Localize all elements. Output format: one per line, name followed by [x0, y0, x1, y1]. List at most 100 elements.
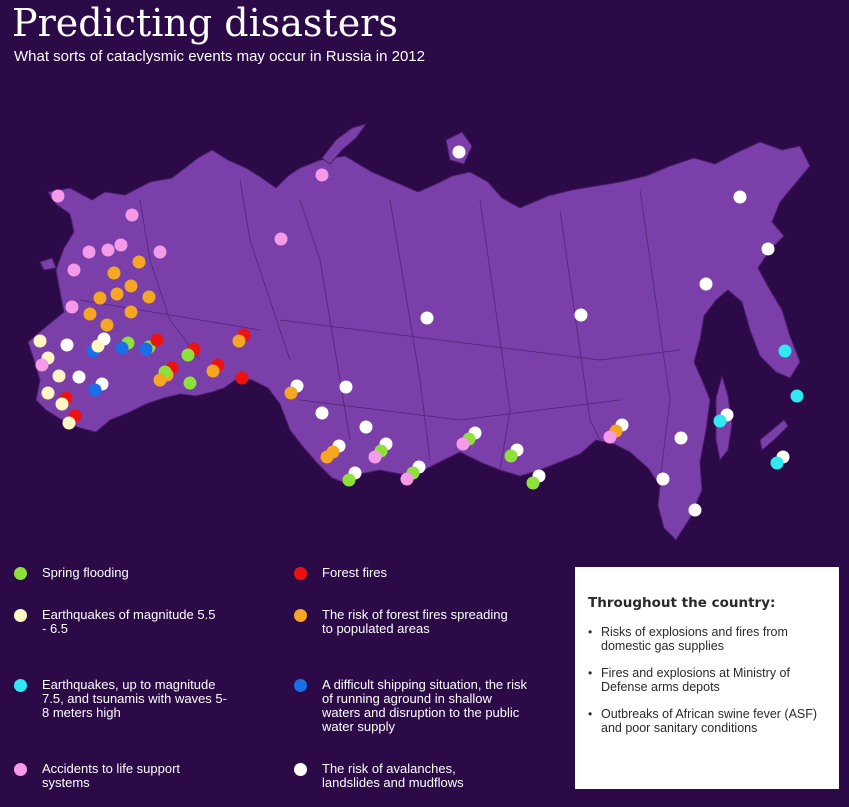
page-title: Predicting disasters	[12, 1, 398, 45]
legend-label: Accidents to life support systems	[42, 761, 181, 790]
kuril-islands	[759, 419, 789, 451]
marker-forest-fires-populated	[100, 318, 114, 332]
marker-earthquakes-tsunami	[770, 456, 784, 470]
throughout-title: Throughout the country:	[588, 595, 776, 611]
page-subtitle: What sorts of cataclysmic events may occ…	[14, 48, 425, 65]
marker-forest-fires-populated	[320, 450, 334, 464]
russia-landmass	[27, 141, 811, 541]
marker-earthquakes-tsunami	[713, 414, 727, 428]
marker-earthquakes-moderate	[41, 386, 55, 400]
legend-label: Earthquakes of magnitude 5.5 - 6.5	[42, 607, 216, 636]
legend-label: The risk of avalanches, landslides and m…	[322, 761, 464, 790]
marker-life-support	[67, 263, 81, 277]
marker-life-support	[82, 245, 96, 259]
novaya-zemlya	[321, 123, 368, 165]
marker-life-support	[368, 450, 382, 464]
marker-earthquakes-moderate	[62, 416, 76, 430]
marker-avalanches	[315, 406, 329, 420]
marker-avalanches	[699, 277, 713, 291]
legend-label: Earthquakes, up to magnitude 7.5, and ts…	[42, 677, 227, 720]
marker-life-support	[274, 232, 288, 246]
marker-forest-fires-populated	[206, 364, 220, 378]
marker-avalanches	[359, 420, 373, 434]
marker-life-support	[400, 472, 414, 486]
marker-earthquakes-moderate	[91, 339, 105, 353]
marker-forest-fires	[235, 371, 249, 385]
legend-label: A difficult shipping situation, the risk…	[322, 677, 527, 734]
marker-spring-flooding	[504, 449, 518, 463]
kaliningrad	[39, 257, 57, 271]
marker-avalanches	[761, 242, 775, 256]
marker-forest-fires-populated	[93, 291, 107, 305]
legend-dot-spring-flooding	[14, 567, 27, 580]
marker-spring-flooding	[342, 473, 356, 487]
throughout-item-text: Outbreaks of African swine fever (ASF) a…	[601, 707, 818, 735]
marker-forest-fires-populated	[132, 255, 146, 269]
marker-forest-fires-populated	[232, 334, 246, 348]
marker-forest-fires-populated	[284, 386, 298, 400]
marker-life-support	[51, 189, 65, 203]
marker-earthquakes-tsunami	[790, 389, 804, 403]
marker-life-support	[315, 168, 329, 182]
throughout-list: • Risks of explosions and fires from dome…	[588, 625, 827, 735]
marker-life-support	[35, 358, 49, 372]
legend-label: Forest fires	[322, 565, 388, 580]
throughout-item-text: Risks of explosions and fires from domes…	[601, 625, 788, 653]
bullet-icon: •	[588, 625, 593, 639]
marker-avalanches	[674, 431, 688, 445]
throughout-country-panel: Throughout the country: • Risks of explos…	[575, 567, 839, 789]
marker-avalanches	[420, 311, 434, 325]
legend-dot-earthquakes-moderate	[14, 609, 27, 622]
legend-dot-shipping	[294, 679, 307, 692]
hazard-markers	[33, 145, 804, 517]
marker-avalanches	[574, 308, 588, 322]
marker-earthquakes-tsunami	[778, 344, 792, 358]
marker-life-support	[153, 245, 167, 259]
throughout-item: • Fires and explosions at Ministry of Def…	[588, 666, 827, 694]
marker-avalanches	[733, 190, 747, 204]
marker-avalanches	[452, 145, 466, 159]
throughout-item: • Outbreaks of African swine fever (ASF) …	[588, 707, 827, 735]
marker-earthquakes-moderate	[55, 397, 69, 411]
marker-life-support	[603, 430, 617, 444]
marker-avalanches	[339, 380, 353, 394]
legend-dot-earthquakes-tsunami	[14, 679, 27, 692]
marker-life-support	[125, 208, 139, 222]
marker-forest-fires-populated	[107, 266, 121, 280]
russia-map	[27, 123, 811, 541]
marker-life-support	[456, 437, 470, 451]
region-borders	[79, 179, 681, 481]
marker-forest-fires	[150, 333, 164, 347]
marker-shipping	[115, 341, 129, 355]
marker-spring-flooding	[183, 376, 197, 390]
marker-avalanches	[60, 338, 74, 352]
marker-forest-fires-populated	[124, 305, 138, 319]
bullet-icon: •	[588, 707, 593, 721]
bullet-icon: •	[588, 666, 593, 680]
marker-avalanches	[656, 472, 670, 486]
marker-earthquakes-moderate	[52, 369, 66, 383]
legend-dot-avalanches	[294, 763, 307, 776]
throughout-item-text: Fires and explosions at Ministry of Defe…	[601, 666, 790, 694]
throughout-item: • Risks of explosions and fires from dome…	[588, 625, 827, 653]
legend-label: Spring flooding	[42, 565, 129, 580]
marker-forest-fires-populated	[142, 290, 156, 304]
marker-forest-fires-populated	[83, 307, 97, 321]
marker-avalanches	[72, 370, 86, 384]
marker-shipping	[139, 342, 153, 356]
marker-forest-fires-populated	[110, 287, 124, 301]
marker-spring-flooding	[526, 476, 540, 490]
marker-life-support	[114, 238, 128, 252]
legend-dot-forest-fires-populated	[294, 609, 307, 622]
legend-dot-forest-fires	[294, 567, 307, 580]
marker-avalanches	[688, 503, 702, 517]
marker-forest-fires-populated	[124, 279, 138, 293]
marker-earthquakes-moderate	[33, 334, 47, 348]
marker-life-support	[65, 300, 79, 314]
marker-shipping	[88, 383, 102, 397]
marker-spring-flooding	[181, 348, 195, 362]
marker-forest-fires-populated	[153, 373, 167, 387]
legend-dot-life-support	[14, 763, 27, 776]
legend-label: The risk of forest fires spreading to po…	[322, 607, 508, 636]
marker-life-support	[101, 243, 115, 257]
